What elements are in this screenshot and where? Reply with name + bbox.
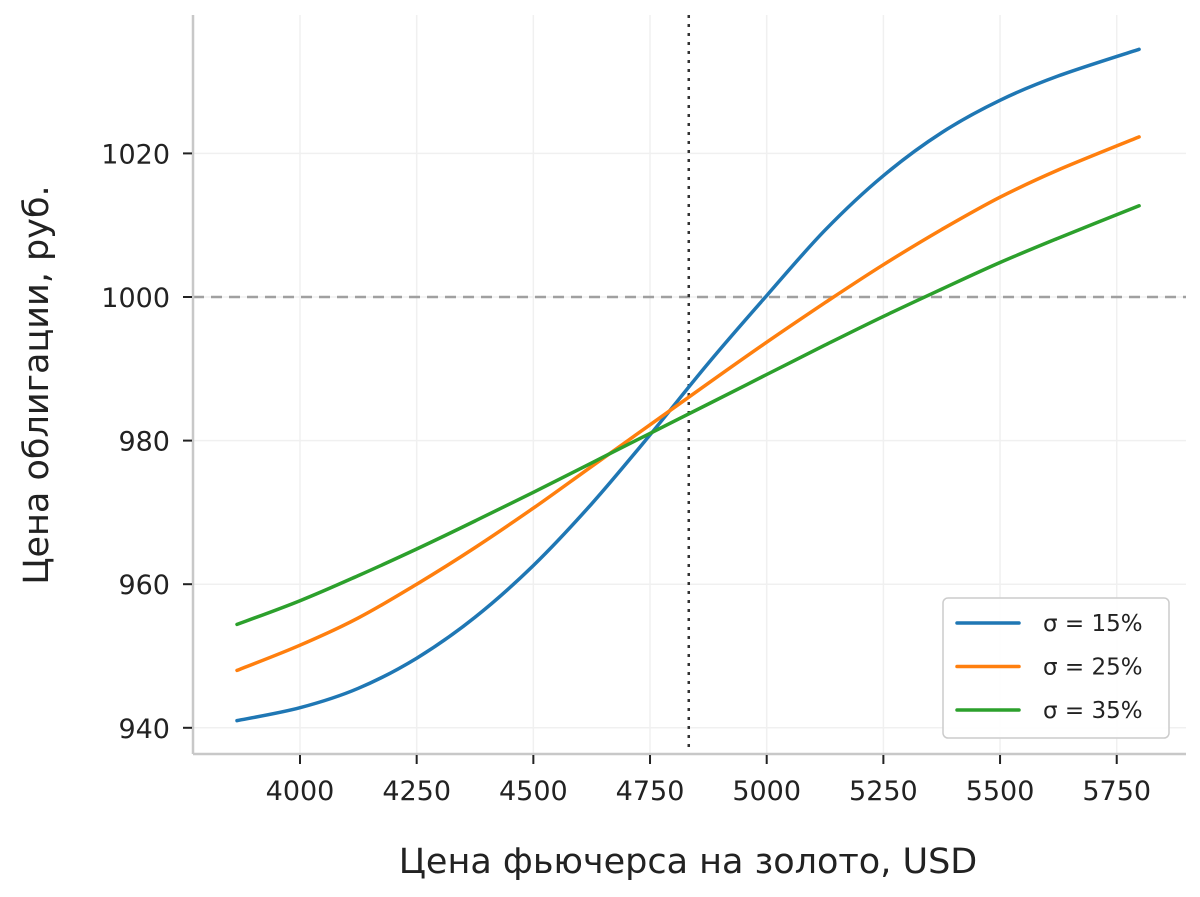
y-tick-label: 1000 xyxy=(101,283,170,314)
y-tick-label: 980 xyxy=(118,427,170,458)
ticks: 4000 4250 4500 4750 5000 5250 5500 5750 940 960 98… xyxy=(101,139,1151,807)
series-line-1 xyxy=(235,135,1141,673)
x-tick-label: 4000 xyxy=(266,776,335,807)
x-axis-title: Цена фьючерса на золото, USD xyxy=(399,842,978,882)
axes xyxy=(191,15,1186,756)
x-tick-label: 5750 xyxy=(1082,776,1151,807)
x-tick-label: 4500 xyxy=(499,776,568,807)
x-tick-label: 4250 xyxy=(382,776,451,807)
x-tick-label: 5500 xyxy=(966,776,1035,807)
x-tick-label: 4750 xyxy=(616,776,685,807)
legend-label-2: σ = 35% xyxy=(1043,698,1143,724)
x-tick-label: 5000 xyxy=(732,776,801,807)
legend: σ = 15% σ = 25% σ = 35% xyxy=(942,597,1170,739)
series-line-0 xyxy=(235,47,1141,723)
legend-label-0: σ = 15% xyxy=(1043,611,1143,637)
legend-label-1: σ = 25% xyxy=(1043,655,1143,681)
y-axis-title: Цена облигации, руб. xyxy=(17,185,57,584)
y-tick-label: 1020 xyxy=(101,139,170,170)
y-tick-label: 960 xyxy=(118,570,170,601)
y-tick-label: 940 xyxy=(118,714,170,745)
series-line-2 xyxy=(235,204,1141,627)
legend-frame xyxy=(942,597,1170,739)
x-tick-label: 5250 xyxy=(849,776,918,807)
series-lines xyxy=(235,47,1141,723)
